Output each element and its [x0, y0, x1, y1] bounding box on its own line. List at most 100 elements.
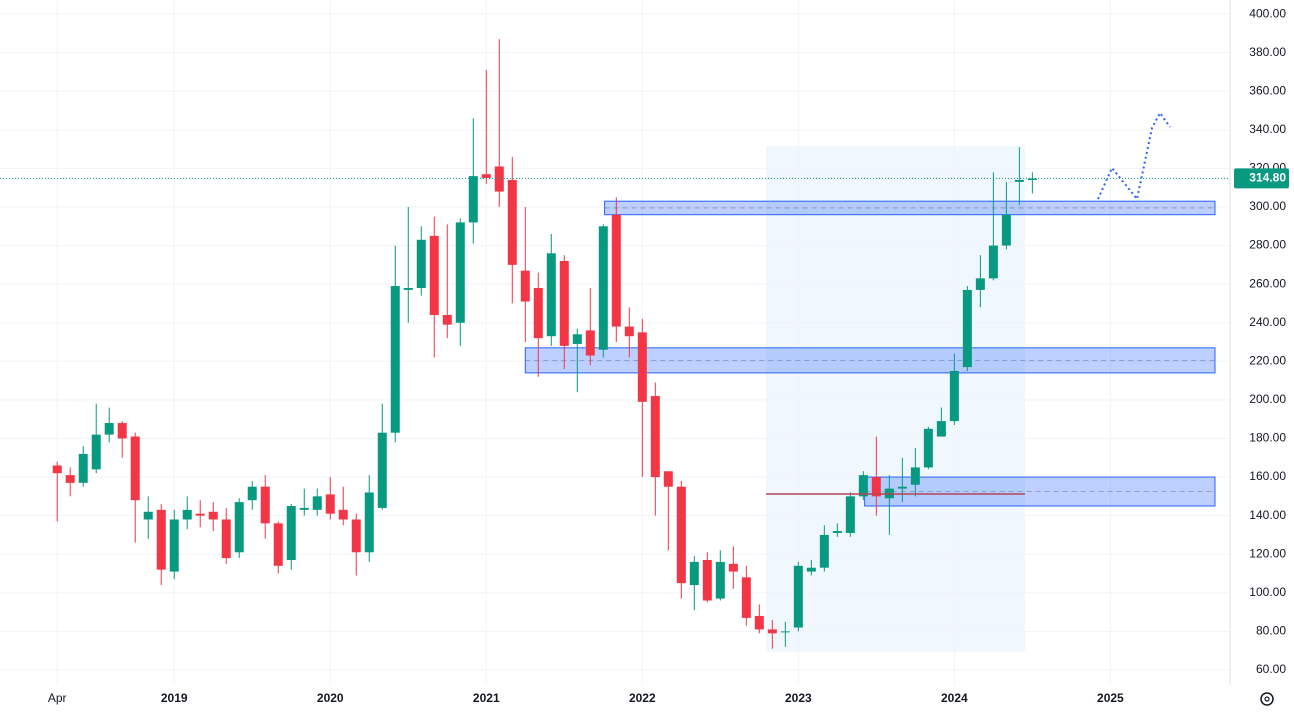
y-tick-label: 60.00 — [1256, 662, 1286, 676]
candle-body — [1027, 178, 1037, 180]
candle-body — [260, 486, 270, 524]
candle-body — [780, 631, 790, 633]
candle-body — [533, 288, 543, 339]
candle-body — [130, 436, 140, 501]
candle-body — [624, 326, 634, 337]
candle-body — [377, 432, 387, 508]
y-tick-label: 360.00 — [1249, 83, 1286, 97]
candle-body — [494, 166, 504, 192]
candle-body — [390, 286, 400, 433]
candle-body — [949, 370, 959, 422]
y-tick-label: 400.00 — [1249, 6, 1286, 20]
candle-body — [351, 519, 361, 553]
candle-body — [702, 559, 712, 601]
y-tick-label: 160.00 — [1249, 469, 1286, 483]
y-tick-label: 340.00 — [1249, 122, 1286, 136]
x-tick-label: 2025 — [1097, 691, 1124, 705]
candle-body — [299, 507, 309, 510]
candle-body — [806, 567, 816, 572]
candle-body — [637, 332, 647, 402]
candle-body — [650, 396, 660, 478]
candle-body — [715, 561, 725, 599]
candle-body — [585, 330, 595, 356]
x-tick-label: 2019 — [161, 691, 188, 705]
candle-body — [117, 423, 127, 439]
y-tick-label: 380.00 — [1249, 45, 1286, 59]
candle-body — [338, 509, 348, 520]
candle-body — [429, 235, 439, 316]
candle-body — [962, 289, 972, 368]
candle-body — [923, 428, 933, 468]
settings-icon-center — [1264, 696, 1270, 702]
candle-body — [286, 505, 296, 560]
last-price-label: 314.80 — [1249, 171, 1286, 185]
candle-body — [156, 509, 166, 570]
x-tick-label: 2022 — [629, 691, 656, 705]
candle-body — [546, 253, 556, 337]
y-tick-label: 140.00 — [1249, 508, 1286, 522]
x-tick-label: 2020 — [317, 691, 344, 705]
candle-body — [52, 465, 62, 474]
candle-body — [468, 176, 478, 223]
candle-body — [195, 513, 205, 516]
candle-body — [910, 467, 920, 485]
candle-body — [104, 423, 114, 435]
candle-body — [1001, 214, 1011, 246]
candle-body — [598, 226, 608, 350]
candle-body — [845, 496, 855, 533]
candle-body — [689, 561, 699, 586]
last-price-tag — [1234, 168, 1289, 189]
candle-body — [325, 494, 335, 514]
candle-body — [975, 278, 985, 290]
y-tick-label: 220.00 — [1249, 353, 1286, 367]
candle-body — [767, 629, 777, 634]
y-tick-label: 80.00 — [1256, 624, 1286, 638]
candle-body — [936, 421, 946, 437]
y-tick-label: 100.00 — [1249, 585, 1286, 599]
candle-body — [273, 523, 283, 566]
volume-profile-range — [766, 146, 1025, 652]
candle-body — [455, 222, 465, 323]
settings-icon[interactable] — [1260, 692, 1274, 706]
candle-body — [559, 260, 569, 346]
candle-body — [819, 534, 829, 568]
x-tick-label: 2024 — [941, 691, 968, 705]
candle-body — [182, 509, 192, 520]
y-tick-label: 180.00 — [1249, 431, 1286, 445]
candle-body — [611, 214, 621, 327]
y-tick-label: 260.00 — [1249, 276, 1286, 290]
candle-body — [91, 434, 101, 470]
candle-body — [221, 519, 231, 559]
candle-body — [793, 565, 803, 628]
y-tick-label: 240.00 — [1249, 315, 1286, 329]
candle-body — [676, 486, 686, 584]
candle-body — [507, 179, 517, 265]
candle-body — [741, 577, 751, 618]
candle-body — [78, 453, 88, 483]
x-tick-label: Apr — [48, 691, 67, 705]
candle-body — [208, 511, 218, 520]
candle-body — [234, 502, 244, 553]
candle-body — [754, 615, 764, 630]
y-tick-label: 280.00 — [1249, 238, 1286, 252]
candle-body — [403, 288, 413, 290]
candle-body — [65, 475, 75, 483]
candle-body — [416, 239, 426, 289]
candle-body — [897, 486, 907, 489]
candle-body — [520, 270, 530, 302]
candle-body — [312, 496, 322, 510]
candle-body — [442, 315, 452, 325]
candle-body — [663, 471, 673, 487]
x-tick-label: 2023 — [785, 691, 812, 705]
candle-body — [364, 492, 374, 553]
candle-body — [832, 531, 842, 533]
candle-body — [728, 563, 738, 572]
candle-body — [1014, 179, 1024, 182]
candle-body — [871, 477, 881, 497]
candle-body — [169, 519, 179, 572]
y-tick-label: 120.00 — [1249, 546, 1286, 560]
candle-body — [572, 334, 582, 344]
candle-body — [858, 475, 868, 497]
candle-body — [481, 174, 491, 179]
